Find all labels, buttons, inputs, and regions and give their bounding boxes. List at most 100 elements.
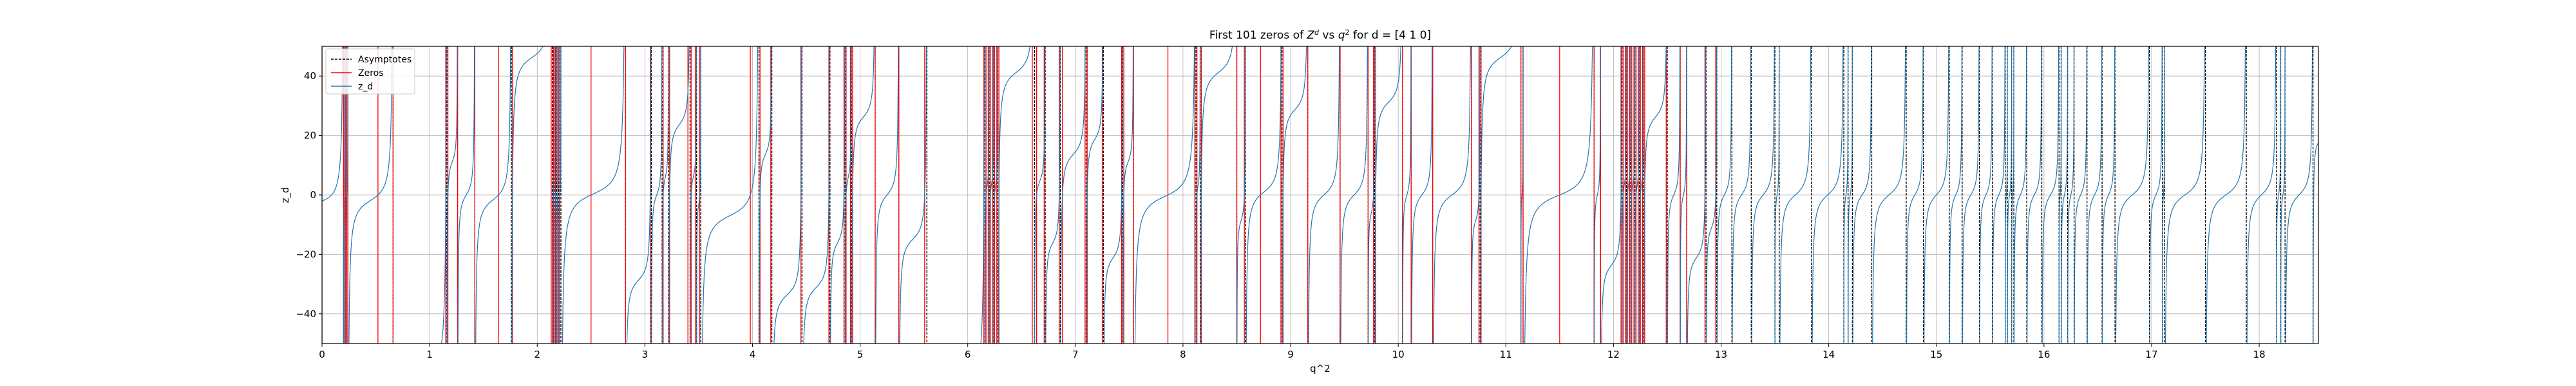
x-tick-label: 17	[2145, 349, 2157, 360]
z-d-curve-branch	[2041, 46, 2060, 344]
title-q: q	[1338, 29, 1345, 42]
y-tick-label: −40	[296, 308, 316, 320]
z-d-curve-branch	[1667, 46, 1681, 344]
z-d-curve-branch	[1433, 46, 1471, 344]
x-tick-label: 18	[2253, 349, 2266, 360]
y-tick-label: 20	[304, 130, 316, 142]
z-d-curve-branch	[1924, 46, 1949, 344]
z-d-curve-branch	[668, 46, 690, 344]
z-d-curve-branch	[1480, 46, 1512, 344]
z-d-curve-branch	[696, 46, 701, 344]
z-d-curve-branch	[345, 46, 348, 344]
z-d-curve-branch	[322, 46, 343, 201]
z-d-curve-branch	[1843, 46, 1849, 344]
z-d-curve-branch	[1411, 46, 1433, 344]
z-d-curve-branch	[558, 46, 562, 344]
title-post: for d = [4 1 0]	[1350, 29, 1432, 42]
z-d-curve-branch	[690, 46, 697, 344]
z-d-curve-branch	[2246, 46, 2277, 344]
x-axis-ticks: 0 1 2 3 4 5 6 7 8 9 10 11 12 13 14 15 16 17 18	[319, 344, 2266, 360]
z-d-curve-branch	[1200, 46, 1233, 344]
title-mid: vs	[1319, 29, 1338, 42]
z-d-curve-branch	[1086, 46, 1103, 344]
z-d-curve-branch	[875, 46, 899, 344]
z-d-curve-branch	[989, 46, 994, 344]
x-tick-label: 13	[1715, 349, 1727, 360]
z-d-curve-branch	[554, 46, 557, 344]
x-tick-label: 3	[642, 349, 649, 360]
z-d-curve-branch	[1716, 46, 1732, 344]
z-d-curve-branch	[1949, 46, 1962, 344]
z-d-curve-branch	[1706, 46, 1718, 344]
legend: Asymptotes Zeros z_d	[325, 48, 415, 95]
z-d-curve-branch	[2061, 46, 2068, 344]
y-axis-label: z_d	[279, 187, 292, 203]
z-d-curve-branch	[2087, 46, 2103, 344]
title-pre: First 101 zeros of	[1209, 29, 1307, 42]
z-d-curve-branch	[1639, 46, 1644, 344]
z-d-curve-branch	[1962, 46, 1980, 344]
z-d-curve-branch	[1471, 46, 1481, 344]
z-d-curve-branch	[1282, 46, 1307, 344]
z-d-curve-branch	[2005, 46, 2008, 344]
x-tick-label: 7	[1072, 349, 1079, 360]
z-d-curve-branch	[552, 46, 555, 344]
z-d-curve-branch	[993, 46, 998, 344]
z-d-curve-branch	[1524, 46, 1593, 344]
z-d-curve-branch	[457, 46, 475, 344]
z-d-curve-branch	[1601, 46, 1622, 344]
x-tick-label: 16	[2038, 349, 2050, 360]
z-d-curve-branch	[343, 46, 346, 344]
z-d-curve-branch	[1992, 46, 2005, 344]
z-d-curve-branch	[2067, 46, 2075, 344]
z-d-curve-branch	[830, 46, 846, 344]
z-d-curve-branch	[2280, 46, 2286, 344]
z-d-curve-branch	[1103, 46, 1123, 344]
z-d-curve-branch	[2101, 46, 2116, 344]
z-d-curve-branch	[1622, 46, 1627, 344]
x-tick-label: 9	[1287, 349, 1294, 360]
z-d-curve-branch	[1402, 46, 1412, 344]
z-d-curve-branch	[651, 46, 663, 344]
z-d-curve-branch	[998, 46, 1030, 344]
y-tick-label: 0	[310, 189, 316, 201]
z-d-curve-branch	[556, 46, 560, 344]
x-tick-label: 14	[1823, 349, 1835, 360]
z-d-curve-branch	[1852, 46, 1872, 344]
z-d-curve-branch	[2027, 46, 2042, 344]
x-tick-label: 0	[319, 349, 325, 360]
plot-area	[322, 46, 2318, 344]
z-d-curve-branch	[1643, 46, 1667, 344]
x-tick-label: 5	[857, 349, 864, 360]
x-tick-label: 1	[426, 349, 433, 360]
z-d-curve-branch	[2115, 46, 2149, 344]
z-d-curve-branch	[2074, 46, 2087, 344]
z-d-curve-branch	[1245, 46, 1282, 344]
curve-layer	[322, 46, 2318, 344]
z-d-curve-branch	[1732, 46, 1752, 344]
z-d-curve-branch	[1045, 46, 1061, 344]
z-d-curve-branch	[1593, 46, 1601, 344]
x-tick-label: 10	[1392, 349, 1405, 360]
z-d-curve-branch	[984, 46, 990, 344]
z-d-curve-branch	[851, 46, 875, 344]
z-d-curve-branch	[661, 46, 669, 344]
z-d-curve-branch	[1308, 46, 1340, 344]
z-d-curve-branch	[1751, 46, 1775, 344]
z-d-curve-branch	[2162, 46, 2165, 344]
z-d-curve-branch	[1034, 46, 1046, 344]
z-d-curve-branch	[1134, 46, 1195, 344]
z-d-curve-branch	[702, 46, 759, 344]
legend-box	[325, 48, 415, 95]
y-axis-ticks: −40 −20 0 20 40	[296, 70, 322, 320]
z-d-curve-branch	[2164, 46, 2205, 344]
z-d-curve-branch	[2011, 46, 2014, 344]
y-tick-label: 40	[304, 70, 316, 82]
z-d-curve-branch	[2058, 46, 2062, 344]
x-tick-label: 4	[750, 349, 756, 360]
x-tick-label: 15	[1930, 349, 1942, 360]
title-z-sup: d	[1314, 28, 1320, 37]
x-axis-label: q^2	[1310, 363, 1331, 374]
